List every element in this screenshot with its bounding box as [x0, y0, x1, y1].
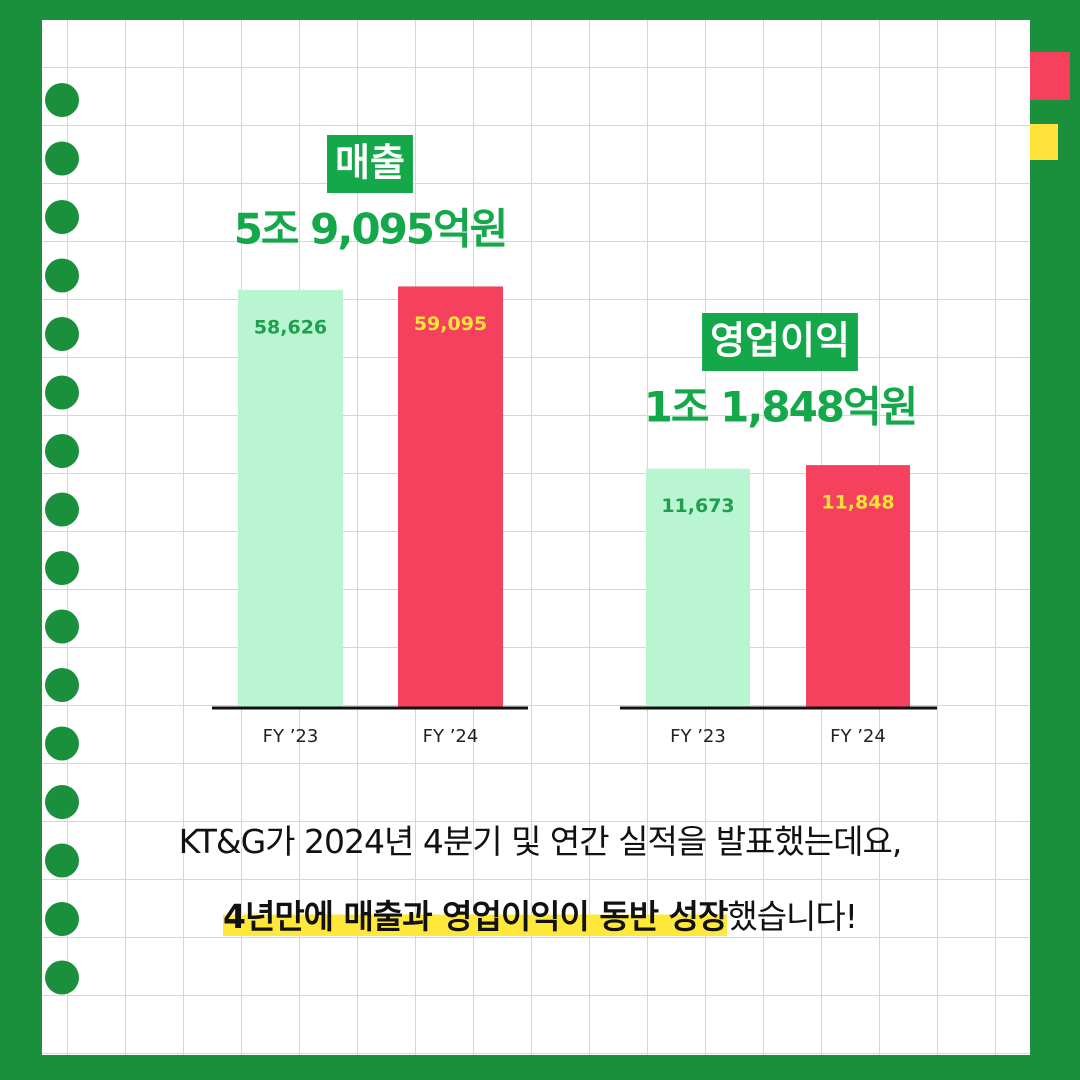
hole	[45, 83, 79, 117]
hole	[45, 902, 79, 936]
hole	[45, 960, 79, 995]
caption-rest: 했습니다!	[727, 897, 858, 936]
value-label: 11,673	[661, 495, 734, 517]
value-label: 59,095	[414, 313, 487, 335]
chart-subtitle: 1조 1,848억원	[644, 383, 917, 432]
bar	[238, 289, 343, 708]
hole	[45, 258, 79, 293]
hole	[45, 785, 79, 819]
caption: KT&G가 2024년 4분기 및 연간 실적을 발표했는데요,	[178, 822, 903, 861]
hole	[45, 551, 79, 585]
value-label: 58,626	[254, 316, 327, 338]
tab	[1030, 52, 1070, 100]
tab	[1030, 124, 1058, 160]
hole	[45, 668, 79, 702]
hole	[45, 200, 79, 234]
value-label: 11,848	[821, 492, 894, 514]
x-tick-label: FY ’24	[830, 726, 886, 747]
holes	[45, 83, 79, 995]
hole	[45, 726, 79, 761]
x-tick-label: FY ’24	[423, 726, 479, 747]
hole	[45, 492, 79, 527]
chart-subtitle: 5조 9,095억원	[234, 205, 507, 254]
hole	[45, 317, 79, 351]
x-tick-label: FY ’23	[670, 726, 726, 747]
hole	[45, 141, 79, 176]
bar	[806, 465, 910, 708]
x-tick-label: FY ’23	[263, 726, 319, 747]
chart-title: 영업이익	[710, 319, 850, 363]
caption: 4년만에 매출과 영업이익이 동반 성장했습니다!	[0, 890, 1080, 938]
hole	[45, 609, 79, 644]
chart-title: 매출	[335, 141, 405, 185]
hole	[45, 843, 79, 878]
bar	[398, 286, 503, 708]
title-box	[327, 135, 413, 193]
hole	[45, 434, 79, 468]
bar	[646, 468, 750, 708]
highlight: 4년만에 매출과 영업이익이 동반 성장	[223, 897, 728, 936]
title-box	[702, 313, 858, 371]
hole	[45, 375, 79, 410]
